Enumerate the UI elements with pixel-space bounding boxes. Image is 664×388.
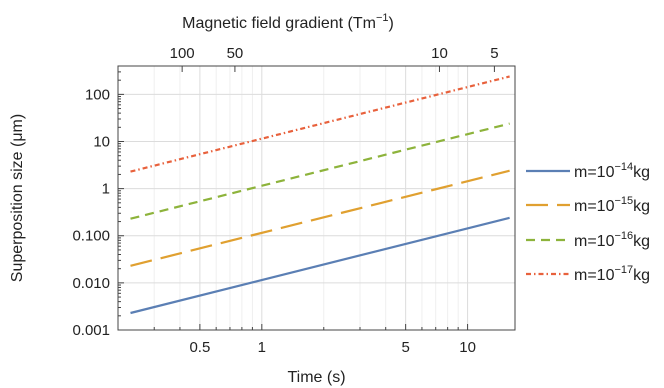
legend-label-1: m=10−14kg	[574, 161, 650, 181]
y-tick-label: 0.001	[72, 322, 110, 339]
top-tick-label: 5	[490, 45, 498, 62]
series-line-3	[130, 122, 510, 220]
legend: m=10−14kg m=10−15kg m=10−16kg m=10−17kg	[526, 161, 650, 284]
y-tick-label: 0.010	[72, 275, 110, 292]
series-line-2	[130, 169, 510, 267]
series-group	[130, 75, 510, 315]
top-tick-label: 50	[227, 45, 244, 62]
x-tick-label: 0.5	[189, 339, 210, 356]
top-tick-label: 10	[431, 45, 448, 62]
y-tick-label: 100	[85, 86, 110, 103]
top-tick-label: 100	[170, 45, 195, 62]
y-tick-label: 1	[102, 181, 110, 198]
legend-label-3: m=10−16kg	[574, 230, 650, 250]
series-line-1	[130, 216, 510, 315]
grid	[117, 66, 515, 331]
top-axis-title: Magnetic field gradient (Tm−1)	[182, 12, 394, 32]
x-tick-label: 5	[401, 339, 409, 356]
x-axis-title: Time (s)	[287, 369, 345, 386]
y-axis-title: Superposition size (μm)	[9, 114, 26, 282]
y-tick-label: 10	[93, 133, 110, 150]
legend-label-2: m=10−15kg	[574, 195, 650, 215]
series-line-4	[130, 75, 510, 173]
x-tick-label: 10	[459, 339, 476, 356]
plot-frame	[117, 65, 516, 331]
ticks: 0.5 1 5 10 0.001 0.010 0.100 1 10 100 100 50 10 5	[72, 45, 498, 356]
legend-label-4: m=10−17kg	[574, 264, 650, 284]
y-tick-label: 0.100	[72, 228, 110, 245]
x-tick-label: 1	[258, 339, 266, 356]
